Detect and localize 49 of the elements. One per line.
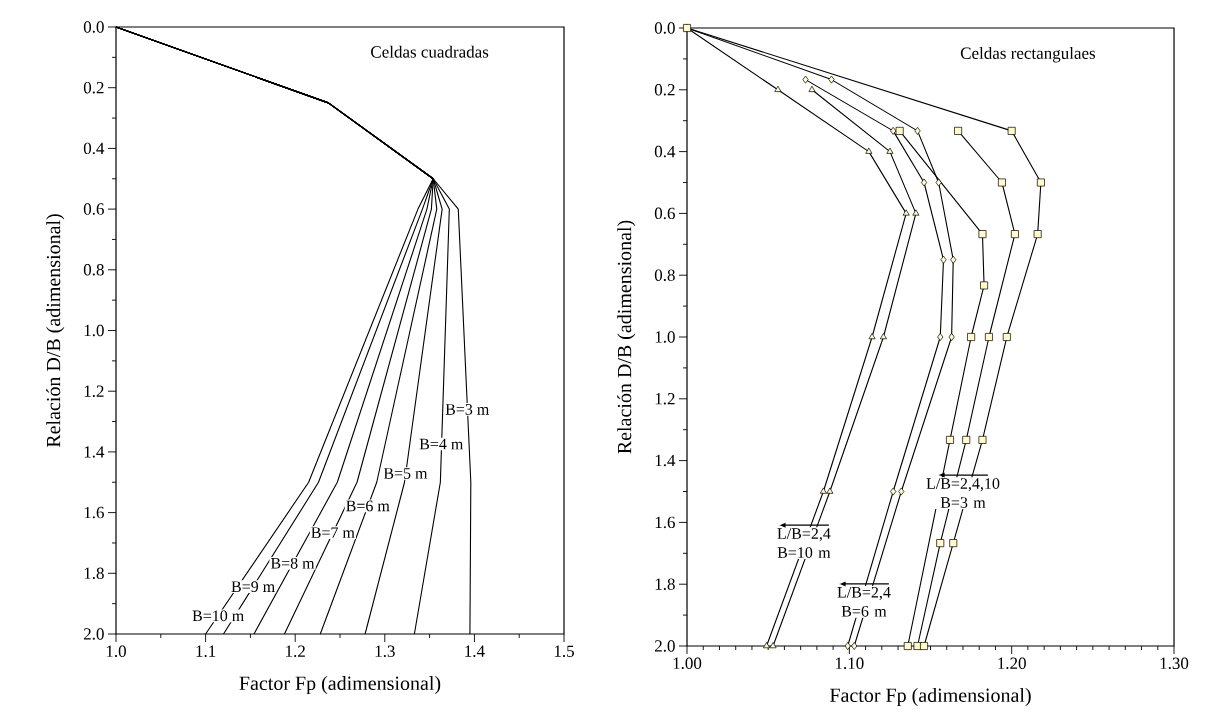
y-axis-title: Relación D/B (adimensional): [46, 214, 65, 448]
y-tick-label: 1.0: [84, 324, 104, 337]
annotation: B=4 m: [419, 438, 464, 450]
y-tick-label: 2.0: [83, 628, 104, 640]
x-tick-label: 1.20: [998, 657, 1026, 670]
annotation: B=3 m: [445, 404, 490, 415]
y-tick-label: 0.4: [654, 145, 676, 158]
y-tick-label: 0.8: [83, 264, 104, 276]
y-tick-label: 1.8: [655, 578, 675, 590]
y-tick-label: 0.6: [83, 203, 104, 215]
y-tick-label: 1.0: [655, 331, 675, 343]
y-tick-label: 0.0: [654, 22, 675, 34]
annotation: B=8 m: [270, 557, 315, 569]
y-tick-label: 0.0: [83, 21, 104, 33]
y-tick-label: 2.0: [654, 640, 675, 652]
y-axis-title: Relación D/B (adimensional): [617, 220, 636, 454]
y-tick-label: 0.8: [654, 269, 675, 281]
annotation: B=7 m: [311, 527, 355, 538]
x-tick-label: 1.3: [375, 645, 395, 658]
y-tick-label: 1.4: [84, 446, 105, 458]
annotation: L/B=2,4 B=10 m: [777, 528, 831, 558]
x-tick-label: 1.00: [673, 657, 702, 670]
y-tick-label: 1.2: [84, 385, 104, 397]
y-tick-label: 1.8: [84, 567, 104, 580]
x-tick-label: 1.30: [1160, 657, 1189, 670]
x-tick-label: 1.1: [196, 645, 216, 657]
annotation: B=10 m: [192, 610, 244, 622]
x-axis-title: Factor Fp (adimensional): [830, 687, 1031, 707]
y-tick-label: 0.4: [83, 142, 105, 155]
annotation: Celdas rectangulaes: [960, 46, 1096, 63]
annotation: B=9 m: [231, 581, 275, 593]
y-tick-label: 0.2: [654, 84, 675, 96]
y-tick-label: 1.6: [84, 506, 104, 519]
y-tick-label: 1.4: [655, 454, 676, 467]
annotation: B=5 m: [383, 468, 428, 479]
annotation: Celdas cuadradas: [371, 45, 489, 58]
y-tick-label: 1.2: [655, 393, 675, 405]
x-tick-label: 1.0: [106, 645, 126, 658]
x-tick-label: 1.4: [465, 645, 485, 657]
annotation: L/B=2,4,10 B=3 m: [926, 478, 1000, 508]
annotation: B=6 m: [346, 500, 390, 512]
y-tick-label: 0.2: [83, 81, 104, 94]
x-tick-label: 1.2: [286, 645, 305, 658]
y-tick-label: 0.6: [654, 207, 675, 220]
annotation: L/B=2,4 B=6 m: [837, 586, 891, 617]
y-tick-label: 1.6: [655, 516, 675, 529]
x-tick-label: 1.5: [554, 645, 574, 657]
x-axis-title: Factor Fp (adimensional): [239, 675, 441, 695]
x-tick-label: 1.10: [835, 657, 864, 670]
